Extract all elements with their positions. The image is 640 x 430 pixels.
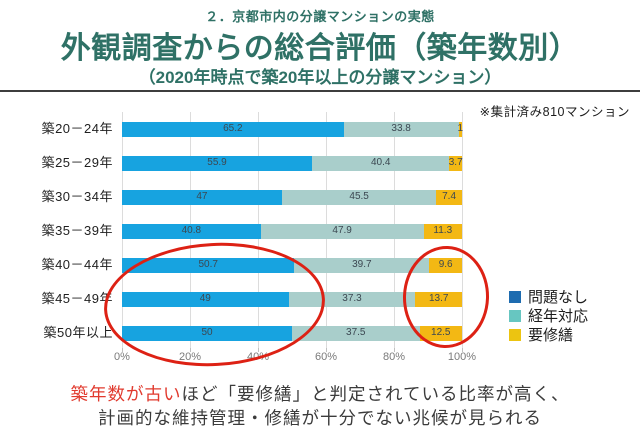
stacked-bar: 47 45.5 7.4: [122, 189, 462, 205]
stacked-bar: 65.2 33.8 1: [122, 121, 464, 137]
bar-segment: 45.5: [281, 189, 437, 205]
x-axis-tick-label: 40%: [246, 351, 270, 363]
axis-tick: [394, 348, 395, 352]
axis-tick: [190, 348, 191, 352]
chart-row: 築20－24年 65.2 33.8 1: [42, 112, 464, 146]
category-label: 築30－34年: [41, 189, 113, 204]
bar-value-label: 40.4: [370, 157, 391, 168]
legend-swatch-icon: [509, 309, 521, 322]
legend-swatch-icon: [509, 328, 521, 341]
axis-tick: [122, 348, 123, 352]
bar-segment: 3.7: [448, 155, 463, 171]
bar-value-label: 47.9: [332, 225, 352, 236]
legend-label: 問題なし: [528, 289, 589, 306]
bar-value-label: 13.7: [428, 293, 449, 304]
x-axis-tick-label: 80%: [382, 351, 406, 363]
slide-subtitle: （2020年時点で築20年以上の分譲マンション）: [138, 68, 502, 87]
header-divider: [0, 90, 640, 92]
caption-line-1: 築年数が古いほど「要修繕」と判定されている比率が高く、: [0, 382, 640, 406]
chart-row: 築45－49年 49 37.3 13.7: [42, 282, 462, 316]
legend-row: 問題なし: [509, 287, 588, 306]
legend-swatch-icon: [509, 290, 521, 303]
bar-value-label: 3.7: [448, 157, 463, 168]
stacked-bar: 55.9 40.4 3.7: [122, 155, 463, 171]
bar-segment: 55.9: [122, 155, 313, 171]
caption-highlight: 築年数が古い: [70, 384, 182, 404]
x-axis-tick-label: 60%: [314, 351, 338, 363]
chart-row: 築35－39年 40.8 47.9 11.3: [42, 214, 462, 248]
bar-segment: 9.6: [429, 257, 462, 273]
bar-value-label: 45.5: [349, 191, 369, 202]
legend-row: 要修繕: [509, 325, 588, 344]
bar-segment: 11.3: [423, 223, 462, 239]
bar-segment: 65.2: [122, 121, 344, 137]
caption-line-2: 計画的な維持管理・修繕が十分でない兆候が見られる: [98, 408, 542, 428]
bar-segment: 50: [122, 325, 292, 341]
category-label: 築35－39年: [41, 223, 113, 238]
bar-segment: 40.8: [122, 223, 261, 239]
bar-value-label: 7.4: [442, 191, 457, 202]
bar-segment: 50.7: [122, 257, 295, 273]
bar-segment: 37.3: [288, 291, 416, 307]
caption-line-1-rest: ほど「要修繕」と判定されている比率が高く、: [181, 384, 570, 404]
legend-label: 要修繕: [528, 327, 574, 344]
conclusion-caption: 築年数が古いほど「要修繕」と判定されている比率が高く、 計画的な維持管理・修繕が…: [0, 382, 640, 430]
bar-value-label: 49: [199, 293, 211, 304]
bar-segment: 37.5: [292, 325, 420, 341]
x-axis-labels: 0% 20% 40% 60% 80% 100%: [114, 351, 476, 365]
stacked-bar: 40.8 47.9 11.3: [122, 223, 462, 239]
category-label: 築50年以上: [43, 325, 113, 340]
bar-segment: 47.9: [260, 223, 424, 239]
bar-value-label: 12.5: [431, 327, 451, 338]
stacked-bar: 49 37.3 13.7: [122, 291, 462, 307]
bar-segment: 1: [457, 121, 464, 137]
legend-row: 経年対応: [509, 306, 588, 325]
category-label: 築45－49年: [41, 291, 113, 306]
category-label: 築20－24年: [41, 121, 113, 136]
gridline: [462, 112, 463, 348]
bar-value-label: 40.8: [181, 225, 202, 236]
bar-value-label: 37.5: [346, 327, 366, 338]
bar-value-label: 50: [201, 327, 213, 338]
bar-segment: 12.5: [419, 325, 462, 341]
bar-value-label: 33.8: [391, 123, 411, 134]
chart-row: 築50年以上 50 37.5 12.5: [44, 316, 462, 350]
stacked-bar: 50 37.5 12.5: [122, 325, 462, 341]
bar-value-label: 50.7: [198, 259, 218, 270]
bar-segment: 7.4: [436, 189, 462, 205]
bar-segment: 47: [122, 189, 282, 205]
bar-segment: 39.7: [294, 257, 430, 273]
category-label: 築40－44年: [41, 257, 113, 272]
bar-value-label: 47: [196, 191, 208, 202]
bar-value-label: 55.9: [207, 157, 227, 168]
chart-row: 築30－34年 47 45.5 7.4: [42, 180, 462, 214]
chart-legend: 問題なし経年対応要修繕: [509, 287, 588, 344]
bar-value-label: 9.6: [438, 259, 453, 270]
stacked-bar-chart: 築20－24年 65.2 33.8 1 築25－29年 55.9 40.4 3.7 築30－34…: [42, 112, 464, 352]
sample-size-note: ※集計済み810マンション: [479, 105, 630, 119]
x-axis-tick-label: 100%: [447, 351, 477, 363]
axis-tick: [258, 348, 259, 352]
bar-value-label: 37.3: [342, 293, 362, 304]
page-title: 外観調査からの総合評価（築年数別）: [60, 32, 580, 65]
bar-segment: 33.8: [343, 121, 459, 137]
axis-tick: [462, 348, 463, 352]
chart-row: 築25－29年 55.9 40.4 3.7: [42, 146, 463, 180]
bar-value-label: 65.2: [223, 123, 243, 134]
slide-kicker: ２．京都市内の分譲マンションの実態: [205, 9, 435, 24]
bar-segment: 49: [122, 291, 289, 307]
chart-row: 築40－44年 50.7 39.7 9.6: [42, 248, 462, 282]
bar-value-label: 39.7: [352, 259, 372, 270]
axis-tick: [326, 348, 327, 352]
x-axis-tick-label: 0%: [114, 351, 130, 363]
bar-value-label: 11.3: [433, 225, 453, 236]
legend-label: 経年対応: [528, 308, 589, 325]
bar-segment: 40.4: [312, 155, 450, 171]
bar-segment: 13.7: [415, 291, 462, 307]
x-axis-tick-label: 20%: [178, 351, 202, 363]
stacked-bar: 50.7 39.7 9.6: [122, 257, 462, 273]
bar-value-label: 1: [457, 123, 464, 134]
category-label: 築25－29年: [41, 155, 113, 170]
